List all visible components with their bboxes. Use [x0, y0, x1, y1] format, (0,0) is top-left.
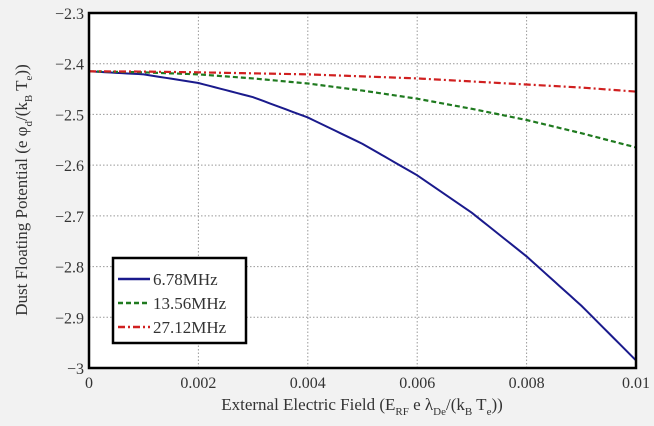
y-tick-label: −2.8 [55, 260, 84, 277]
series-lines [88, 70, 637, 362]
x-tick-label: 0.006 [399, 375, 435, 392]
x-tick-label: 0.002 [180, 375, 216, 392]
y-tick-label: −2.9 [55, 310, 84, 327]
series-line-27.12MHz [88, 70, 637, 93]
y-axis-label: Dust Floating Potential (e φd/(kB Te)) [12, 64, 35, 316]
x-tick-label: 0.004 [290, 375, 326, 392]
legend-label: 13.56MHz [153, 294, 227, 313]
legend-box [111, 256, 248, 345]
legend: 6.78MHz 13.56MHz 27.12MHz [111, 256, 248, 345]
series-line-6.78MHz [88, 70, 637, 362]
y-tick-label: −2.5 [55, 107, 84, 124]
y-tick-label: −2.3 [55, 6, 84, 23]
legend-label: 27.12MHz [153, 318, 227, 337]
plot-frame [87, 11, 638, 370]
y-tick-label: −2.7 [55, 209, 84, 226]
legend-label: 6.78MHz [153, 270, 218, 289]
y-tick-label: −2.6 [55, 158, 84, 175]
x-axis-label: External Electric Field (ERF e λDe/(kB T… [221, 395, 503, 418]
x-tick-label: 0 [85, 375, 93, 392]
x-tick-label: 0.01 [622, 375, 650, 392]
y-tick-label: −2.4 [55, 57, 84, 74]
x-tick-label: 0.008 [509, 375, 545, 392]
y-tick-label: −3 [67, 361, 84, 378]
series-line-13.56MHz [88, 70, 637, 149]
tick-labels: 0 0.002 0.004 0.006 0.008 0.01 −2.3 −2.4 −2.5 −2.… [55, 6, 650, 392]
